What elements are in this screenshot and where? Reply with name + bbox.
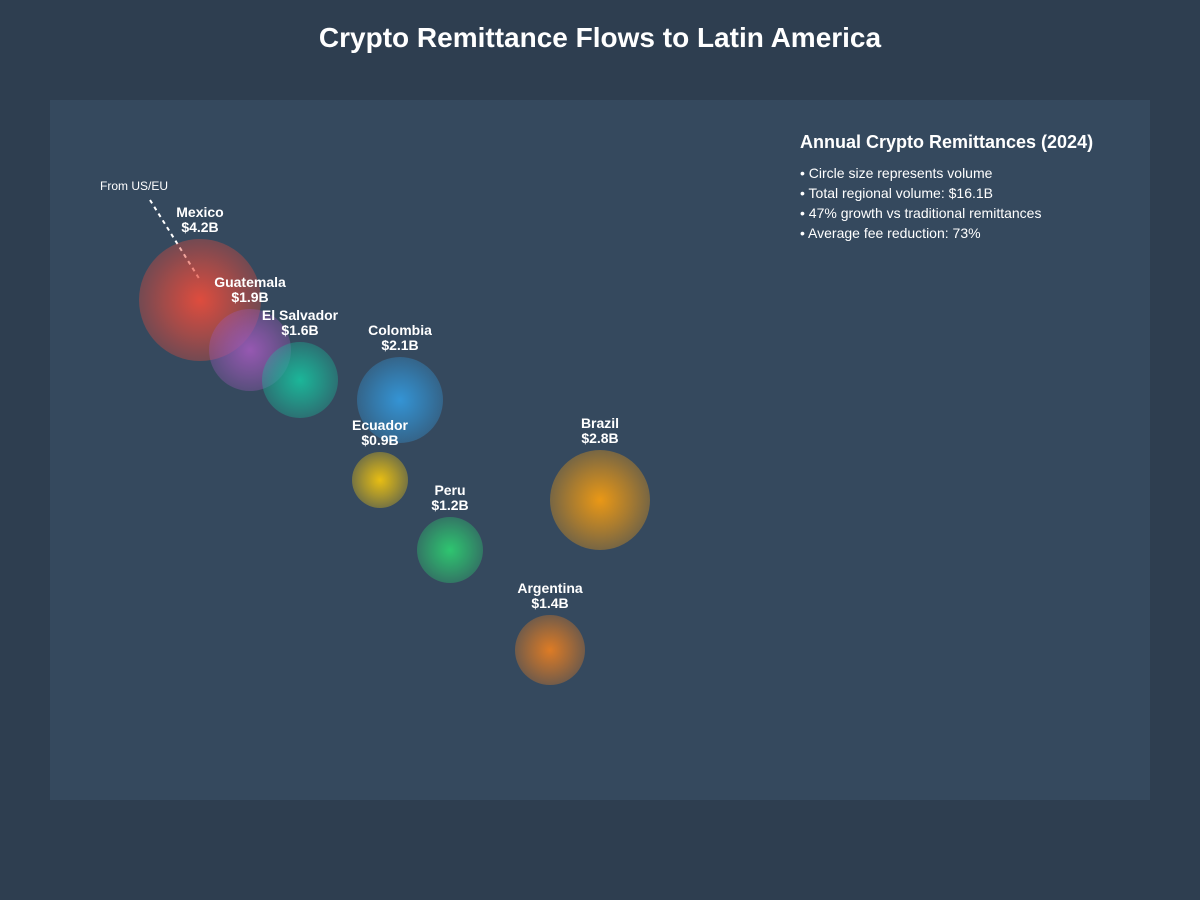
- value-label-brazil: $2.8B: [581, 430, 618, 446]
- value-label-peru: $1.2B: [431, 497, 468, 513]
- country-label-brazil: Brazil: [581, 415, 619, 431]
- bubble-ecuador: [352, 452, 408, 508]
- info-title: Annual Crypto Remittances (2024): [800, 132, 1094, 152]
- value-label-ecuador: $0.9B: [361, 432, 398, 448]
- country-label-mexico: Mexico: [176, 204, 223, 220]
- value-label-el-salvador: $1.6B: [281, 322, 318, 338]
- country-label-peru: Peru: [434, 482, 465, 498]
- bubble-brazil: [550, 450, 650, 550]
- country-label-ecuador: Ecuador: [352, 417, 409, 433]
- country-label-argentina: Argentina: [517, 580, 583, 596]
- value-label-argentina: $1.4B: [531, 595, 568, 611]
- info-note: Total regional volume: $16.1B: [800, 183, 1160, 203]
- origin-label: From US/EU: [100, 179, 168, 193]
- info-note: Average fee reduction: 73%: [800, 223, 1160, 243]
- info-box: Annual Crypto Remittances (2024) Circle …: [800, 132, 1160, 243]
- page-title: Crypto Remittance Flows to Latin America: [318, 22, 882, 53]
- country-label-el-salvador: El Salvador: [262, 307, 339, 323]
- bubble-colombia: [357, 357, 443, 443]
- bubble-peru: [417, 517, 483, 583]
- bubble-el-salvador: [262, 342, 338, 418]
- bubble-argentina: [515, 615, 585, 685]
- country-label-guatemala: Guatemala: [214, 274, 286, 290]
- info-note: Circle size represents volume: [800, 163, 1160, 183]
- info-list: Circle size represents volume Total regi…: [800, 163, 1160, 243]
- value-label-colombia: $2.1B: [381, 337, 418, 353]
- value-label-guatemala: $1.9B: [231, 289, 268, 305]
- info-note: 47% growth vs traditional remittances: [800, 203, 1160, 223]
- country-label-colombia: Colombia: [368, 322, 432, 338]
- bubble-layer: Mexico$4.2B Guatemala$1.9B El Salvador$1.6…: [139, 204, 650, 685]
- value-label-mexico: $4.2B: [181, 219, 218, 235]
